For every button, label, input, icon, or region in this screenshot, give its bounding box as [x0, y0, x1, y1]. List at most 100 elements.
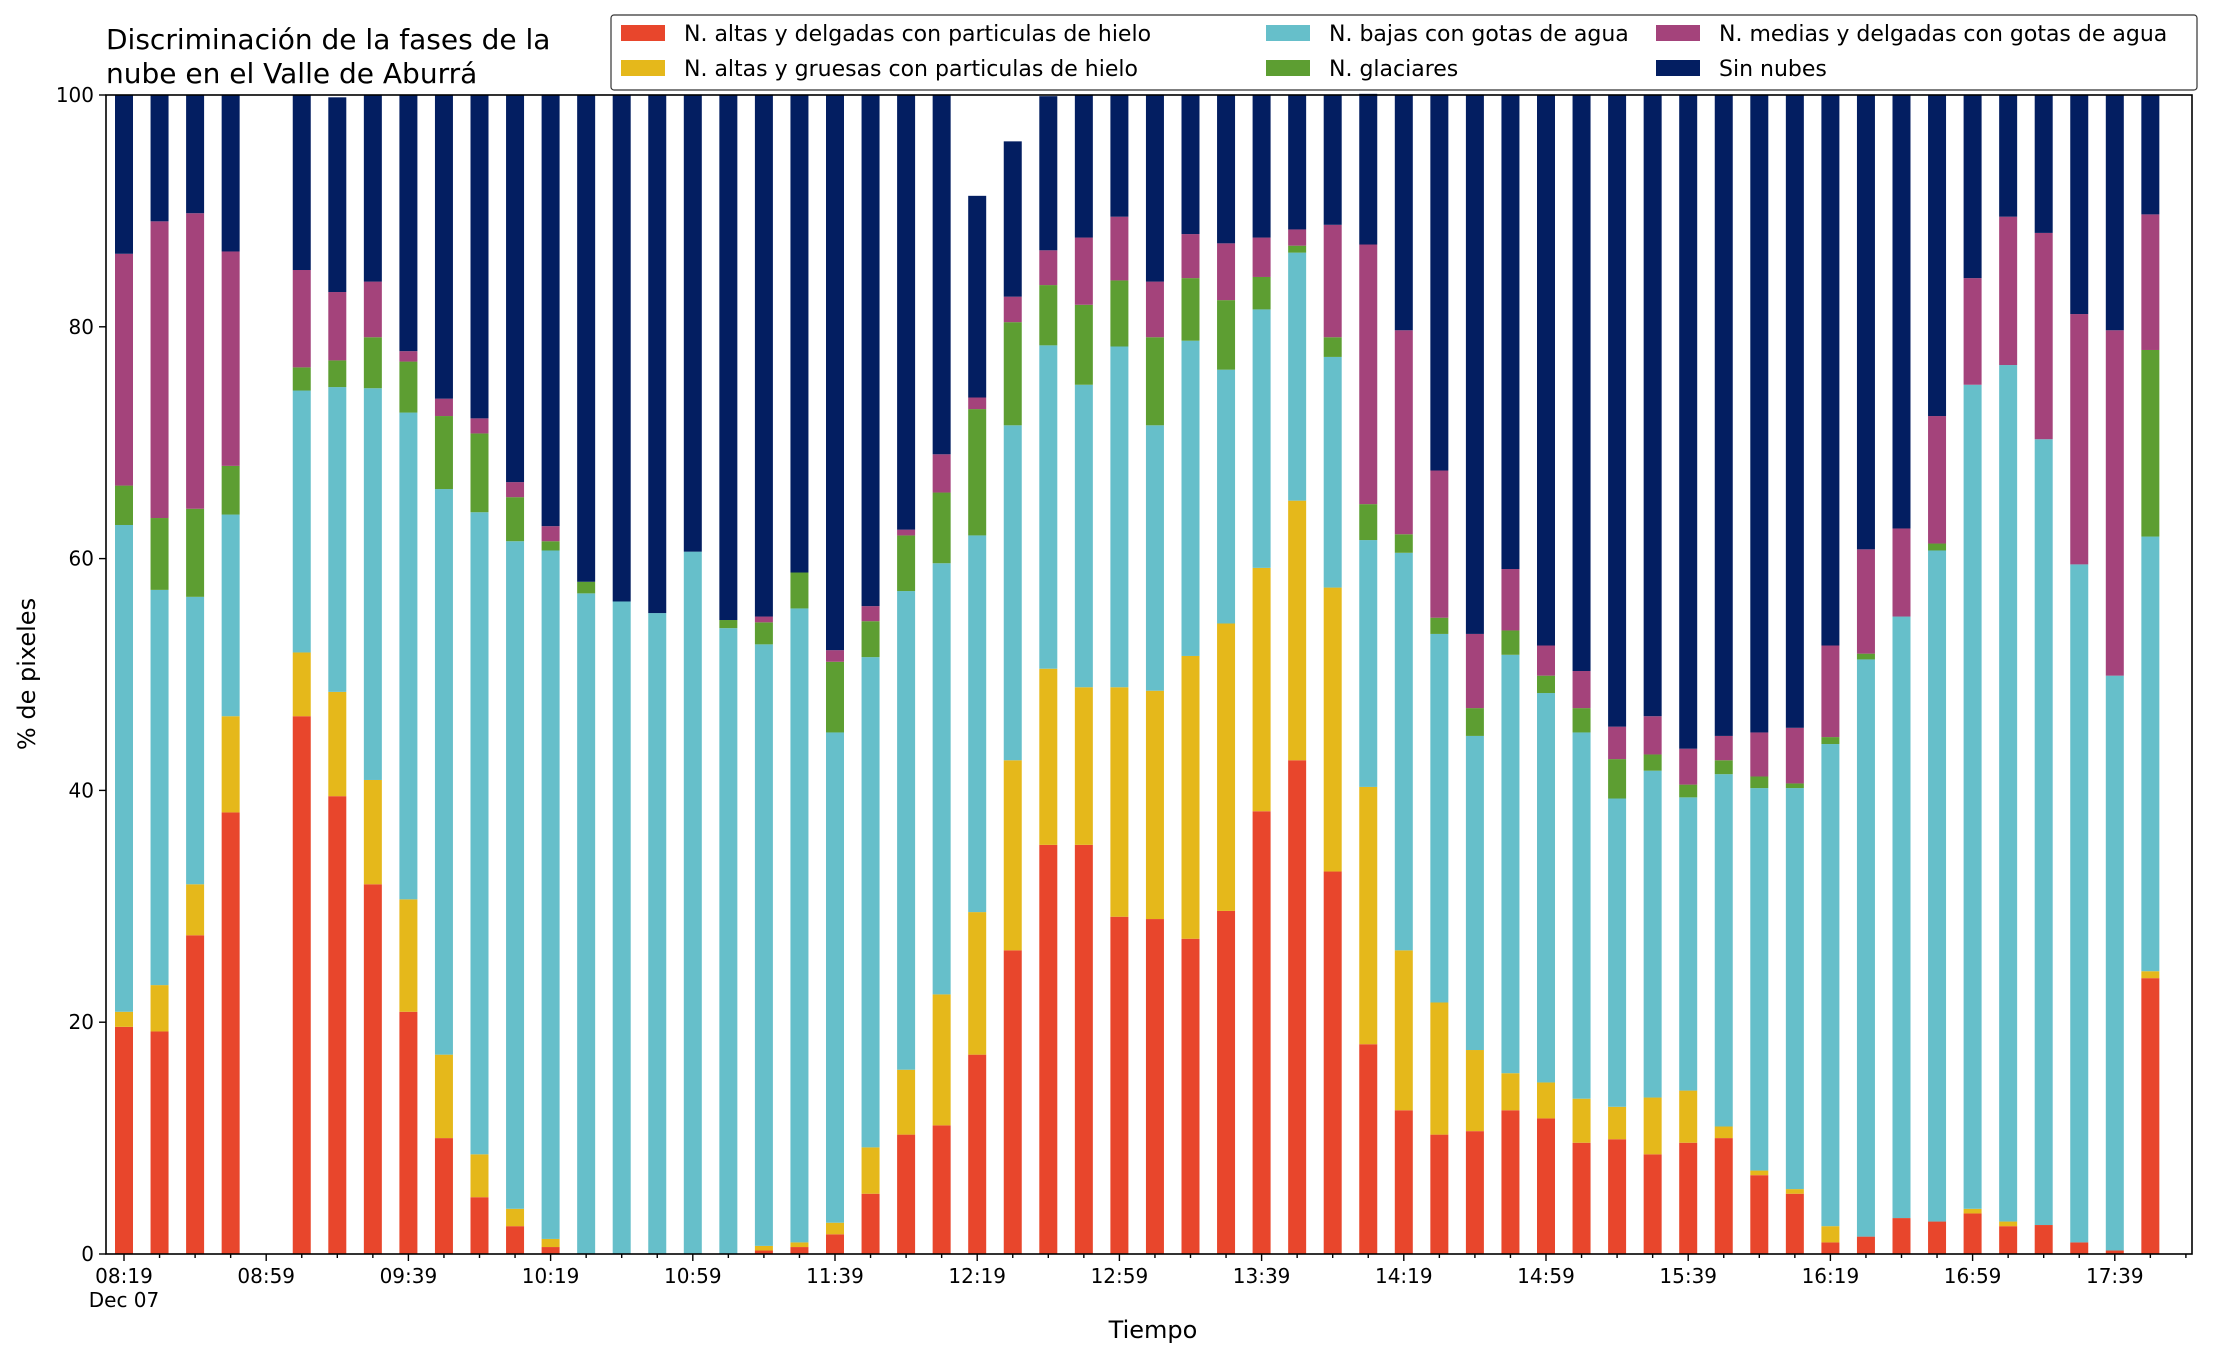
bar-segment-4-53 — [1999, 216, 2018, 366]
bar-segment-0-48 — [1821, 1242, 1840, 1254]
bar-segment-0-41 — [1572, 1142, 1591, 1254]
bar-segment-1-45 — [1714, 1126, 1733, 1139]
bar-segment-5-28 — [1110, 95, 1129, 217]
bar-segment-4-0 — [115, 253, 133, 486]
bar-segment-0-26 — [1039, 844, 1058, 1254]
bar-segment-0-27 — [1074, 844, 1093, 1254]
bar-segment-4-43 — [1643, 716, 1662, 755]
bar-segment-3-47 — [1785, 783, 1804, 789]
bar-segment-0-23 — [932, 1125, 951, 1254]
bar-segment-2-56 — [2105, 675, 2124, 1251]
bar-segment-4-52 — [1963, 278, 1982, 385]
bar-segment-1-32 — [1252, 567, 1271, 812]
bar-segment-5-20 — [826, 95, 844, 651]
bar-segment-0-5 — [292, 716, 311, 1254]
bar-segment-5-22 — [897, 95, 916, 530]
bar-segment-1-33 — [1288, 500, 1307, 761]
bar-segment-5-48 — [1821, 95, 1840, 646]
bar-segment-4-33 — [1288, 229, 1307, 246]
bar-segment-5-56 — [2105, 95, 2124, 331]
bar-segment-4-40 — [1537, 645, 1555, 676]
bar-segment-0-33 — [1288, 760, 1307, 1254]
x-tick-label: 10:59 — [664, 1264, 722, 1288]
bar-segment-2-39 — [1501, 654, 1520, 1074]
bar-segment-2-47 — [1785, 788, 1804, 1190]
bar-segment-4-50 — [1892, 528, 1911, 617]
bar-segment-5-27 — [1074, 95, 1093, 238]
bar-segment-5-23 — [932, 95, 951, 455]
bar-segment-4-5 — [292, 270, 311, 368]
bar-segment-2-41 — [1572, 732, 1591, 1099]
bar-segment-2-19 — [790, 608, 809, 1243]
legend-label-2: N. bajas con gotas de agua — [1329, 22, 1629, 47]
bar-segment-0-47 — [1785, 1193, 1804, 1254]
bar-segment-3-49 — [1856, 653, 1875, 660]
legend: N. altas y delgadas con particulas de hi… — [610, 14, 2198, 91]
bar-segment-3-40 — [1537, 675, 1555, 694]
bar-segment-4-24 — [968, 397, 987, 410]
bar-segment-0-42 — [1608, 1139, 1627, 1254]
bar-segment-5-55 — [2070, 95, 2089, 315]
bar-segment-0-10 — [470, 1197, 489, 1254]
bar-segment-2-26 — [1039, 345, 1058, 669]
bar-segment-3-7 — [363, 337, 382, 389]
bar-segment-1-30 — [1181, 655, 1200, 939]
bar-segment-4-42 — [1608, 726, 1627, 760]
bar-segment-2-6 — [328, 387, 347, 692]
bars-layer — [115, 93, 2160, 1254]
bar-segment-5-36 — [1394, 95, 1413, 331]
bar-segment-5-16 — [683, 95, 702, 552]
legend-swatch-5 — [1656, 60, 1700, 76]
bar-segment-1-12 — [541, 1238, 560, 1248]
bar-segment-0-55 — [2070, 1242, 2089, 1254]
bar-segment-2-49 — [1856, 659, 1875, 1237]
bar-segment-5-50 — [1892, 95, 1911, 529]
bar-segment-0-29 — [1145, 919, 1164, 1254]
bar-segment-2-24 — [968, 535, 987, 913]
bar-segment-4-21 — [861, 606, 880, 622]
bar-segment-2-18 — [754, 644, 773, 1246]
bar-segment-4-41 — [1572, 671, 1591, 709]
bar-segment-4-18 — [754, 616, 773, 623]
bar-segment-0-1 — [150, 1031, 169, 1254]
bar-segment-2-33 — [1288, 252, 1307, 501]
bar-segment-4-55 — [2070, 314, 2089, 565]
bar-segment-2-0 — [115, 524, 133, 1012]
bar-segment-1-44 — [1679, 1090, 1698, 1143]
y-tick-label: 0 — [81, 1242, 94, 1266]
bar-segment-5-6 — [328, 97, 347, 293]
bar-segment-3-1 — [150, 518, 169, 590]
bar-segment-1-27 — [1074, 687, 1093, 845]
bar-segment-0-34 — [1323, 871, 1342, 1254]
bar-segment-5-31 — [1217, 95, 1236, 244]
bar-segment-4-25 — [1003, 296, 1022, 323]
bar-segment-5-41 — [1572, 95, 1591, 672]
bar-segment-1-8 — [399, 899, 418, 1012]
bar-segment-5-15 — [648, 95, 667, 614]
bar-segment-1-21 — [861, 1147, 880, 1194]
bar-segment-1-41 — [1572, 1098, 1591, 1143]
x-tick-label: 09:39 — [380, 1264, 438, 1288]
bar-segment-1-9 — [434, 1054, 453, 1139]
bar-segment-5-44 — [1679, 95, 1698, 749]
bar-segment-5-7 — [363, 95, 382, 282]
bar-segment-5-33 — [1288, 95, 1307, 230]
bar-segment-2-11 — [506, 541, 525, 1209]
bar-segment-3-21 — [861, 621, 880, 658]
bar-segment-1-11 — [506, 1208, 525, 1227]
x-tick-date-label: Dec 07 — [89, 1288, 160, 1312]
bar-segment-4-48 — [1821, 645, 1840, 738]
bar-segment-3-36 — [1394, 534, 1413, 553]
bar-segment-4-26 — [1039, 250, 1058, 286]
bar-segment-2-22 — [897, 591, 916, 1070]
bar-segment-2-38 — [1465, 735, 1484, 1051]
bar-segment-5-18 — [754, 95, 773, 617]
bar-segment-4-11 — [506, 482, 525, 498]
bar-segment-2-16 — [683, 551, 702, 1254]
bar-segment-5-9 — [434, 95, 453, 399]
bar-segment-0-45 — [1714, 1138, 1733, 1254]
bar-segment-4-38 — [1465, 633, 1484, 709]
bar-segment-2-37 — [1430, 633, 1449, 1003]
bar-segment-0-24 — [968, 1054, 987, 1254]
bar-segment-4-30 — [1181, 234, 1200, 279]
